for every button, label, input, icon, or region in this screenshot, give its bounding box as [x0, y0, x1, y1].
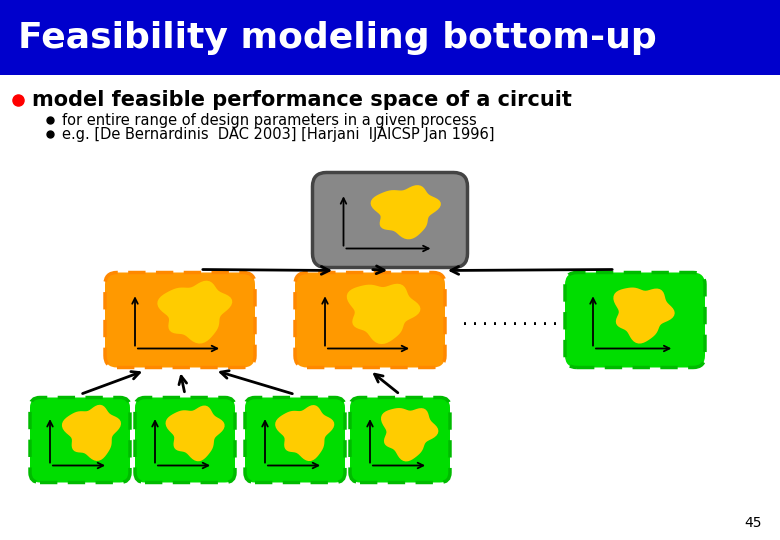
Text: 45: 45: [744, 516, 762, 530]
FancyBboxPatch shape: [245, 397, 345, 483]
Text: e.g. [De Bernardinis  DAC 2003] [Harjani  IJAICSP Jan 1996]: e.g. [De Bernardinis DAC 2003] [Harjani …: [62, 126, 495, 141]
Polygon shape: [165, 406, 225, 461]
Text: for entire range of design parameters in a given process: for entire range of design parameters in…: [62, 112, 477, 127]
Bar: [0, 0, 780, 75]
FancyBboxPatch shape: [30, 397, 130, 483]
Text: ..........: ..........: [460, 311, 560, 329]
FancyBboxPatch shape: [295, 273, 445, 368]
FancyBboxPatch shape: [350, 397, 450, 483]
FancyBboxPatch shape: [105, 273, 255, 368]
Polygon shape: [275, 405, 335, 461]
Polygon shape: [158, 281, 232, 343]
Polygon shape: [381, 408, 438, 462]
FancyBboxPatch shape: [135, 397, 235, 483]
Polygon shape: [370, 185, 441, 239]
FancyBboxPatch shape: [313, 172, 467, 267]
FancyBboxPatch shape: [565, 273, 705, 368]
Polygon shape: [613, 287, 675, 343]
Polygon shape: [62, 405, 121, 461]
Text: model feasible performance space of a circuit: model feasible performance space of a ci…: [32, 90, 572, 110]
Polygon shape: [347, 284, 420, 344]
Text: Feasibility modeling bottom-up: Feasibility modeling bottom-up: [18, 21, 657, 55]
